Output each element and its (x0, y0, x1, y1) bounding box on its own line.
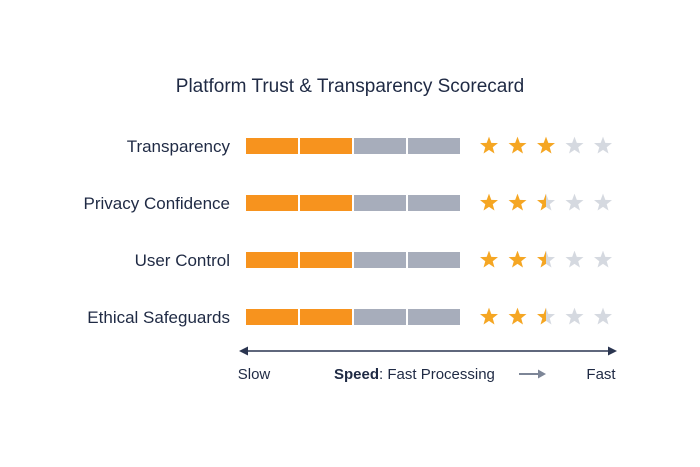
row-label: User Control (135, 251, 230, 270)
star-full-icon (477, 248, 501, 270)
star-empty-icon (591, 134, 615, 156)
bar-segment-empty (354, 309, 406, 325)
star-full-icon (506, 305, 529, 327)
axis-title-rest: : Fast Processing (379, 366, 495, 383)
bar-segment-filled (246, 252, 298, 268)
row-label: Transparency (127, 137, 231, 156)
star-full-icon (506, 191, 529, 213)
star-half-icon (534, 248, 558, 270)
bar-segment-empty (408, 309, 460, 325)
axis-left-label: Slow (238, 366, 271, 383)
bar-segment-filled (246, 195, 298, 211)
star-empty-icon (591, 191, 615, 213)
star-empty-icon (591, 248, 615, 270)
speed-arrow-icon (519, 369, 546, 379)
star-half-icon (534, 305, 558, 327)
bar-segment-empty (354, 195, 406, 211)
row-label: Ethical Safeguards (87, 308, 230, 327)
bar-segment-empty (408, 138, 460, 154)
score-row: Ethical Safeguards (87, 305, 615, 327)
star-empty-icon (563, 191, 586, 213)
score-row: Privacy Confidence (84, 191, 615, 213)
chart-rows: Transparency Privacy Confidence User Contr… (84, 134, 615, 327)
star-full-icon (534, 134, 558, 156)
row-label: Privacy Confidence (84, 194, 230, 213)
speed-axis: Slow Fast Speed: Fast Processing (238, 346, 617, 383)
axis-title: Speed: Fast Processing (334, 366, 495, 383)
bar-segment-empty (354, 138, 406, 154)
star-empty-icon (563, 248, 586, 270)
bar-segment-empty (354, 252, 406, 268)
bar-segment-filled (300, 138, 352, 154)
star-full-icon (477, 305, 501, 327)
bar-segment-filled (246, 309, 298, 325)
axis-title-bold: Speed (334, 366, 379, 383)
bar-segment-empty (408, 195, 460, 211)
axis-right-label: Fast (586, 366, 616, 383)
star-full-icon (477, 134, 501, 156)
score-row: Transparency (127, 134, 615, 156)
star-half-icon (534, 191, 558, 213)
axis-arrow-left-icon (239, 346, 248, 356)
bar-segment-filled (300, 309, 352, 325)
star-full-icon (506, 248, 529, 270)
bar-segment-empty (408, 252, 460, 268)
bar-segment-filled (300, 195, 352, 211)
chart-title: Platform Trust & Transparency Scorecard (175, 76, 525, 97)
axis-arrow-right-icon (608, 346, 617, 356)
bar-segment-filled (246, 138, 298, 154)
star-empty-icon (563, 134, 586, 156)
star-empty-icon (563, 305, 586, 327)
score-row: User Control (135, 248, 615, 270)
star-full-icon (477, 191, 501, 213)
bar-segment-filled (300, 252, 352, 268)
star-full-icon (506, 134, 529, 156)
star-empty-icon (591, 305, 615, 327)
